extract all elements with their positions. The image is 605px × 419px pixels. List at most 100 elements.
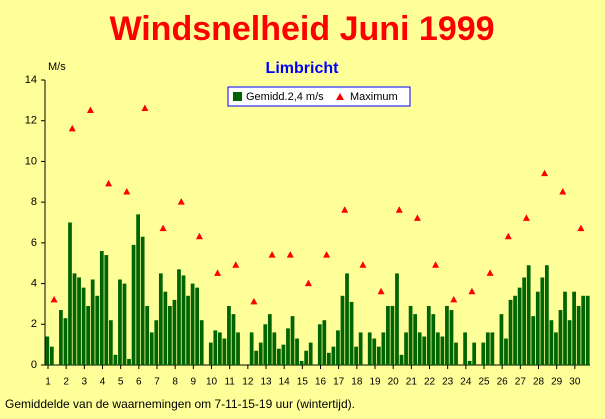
max-marker xyxy=(232,261,240,268)
x-tick-label: 14 xyxy=(279,377,291,388)
bar xyxy=(422,336,427,365)
bar xyxy=(467,360,472,365)
bar xyxy=(572,291,576,365)
bar xyxy=(526,265,531,365)
bar xyxy=(440,336,445,365)
max-marker xyxy=(195,232,203,240)
bar xyxy=(376,346,381,365)
bar xyxy=(77,277,81,365)
y-axis-label: M/s xyxy=(48,61,66,73)
bar xyxy=(567,320,572,365)
bar xyxy=(304,350,309,365)
y-tick-label: 4 xyxy=(31,277,37,289)
bar xyxy=(331,346,336,365)
bar xyxy=(431,314,436,365)
bar xyxy=(49,346,54,365)
bar xyxy=(72,273,77,365)
legend-swatch xyxy=(233,92,242,101)
max-marker xyxy=(504,232,512,240)
max-marker xyxy=(86,106,94,114)
x-tick-label: 10 xyxy=(206,377,218,388)
bar xyxy=(249,332,254,365)
bar xyxy=(122,283,127,365)
bar xyxy=(354,346,358,365)
x-tick-label: 12 xyxy=(242,377,254,388)
bar xyxy=(408,305,413,365)
x-tick-label: 8 xyxy=(172,377,178,388)
bar xyxy=(299,360,304,365)
max-marker xyxy=(250,297,258,305)
bar xyxy=(195,287,200,365)
bar xyxy=(168,305,172,365)
max-marker xyxy=(50,295,58,303)
x-tick-label: 23 xyxy=(442,377,454,388)
x-tick-label: 15 xyxy=(297,377,309,388)
bar xyxy=(227,305,231,365)
bar xyxy=(95,295,100,365)
max-marker xyxy=(123,187,131,195)
bar xyxy=(581,295,586,365)
bar xyxy=(59,310,63,365)
max-marker xyxy=(304,279,312,287)
bar xyxy=(118,279,122,365)
x-tick-label: 20 xyxy=(388,377,400,388)
bar xyxy=(395,273,399,365)
bar xyxy=(404,332,408,365)
bar xyxy=(472,342,477,365)
bar xyxy=(490,332,495,365)
max-marker xyxy=(450,295,458,303)
max-marker xyxy=(468,287,476,295)
x-tick-label: 18 xyxy=(351,377,363,388)
bar xyxy=(576,305,581,365)
x-tick-label: 3 xyxy=(82,377,88,388)
bar xyxy=(149,332,154,365)
bar xyxy=(336,330,340,365)
x-tick-label: 22 xyxy=(424,377,436,388)
legend-swatch xyxy=(336,93,344,100)
max-marker xyxy=(214,269,222,276)
footnote: Gemiddelde van de waarnemingen om 7-11-1… xyxy=(5,397,355,411)
x-tick-label: 28 xyxy=(533,377,545,388)
bar xyxy=(68,222,72,365)
bar xyxy=(508,299,513,365)
bar xyxy=(277,348,281,365)
bar xyxy=(417,332,422,365)
bar xyxy=(454,342,458,365)
x-tick-label: 7 xyxy=(154,377,160,388)
x-tick-label: 26 xyxy=(497,377,509,388)
bar xyxy=(517,287,522,365)
max-marker xyxy=(559,187,567,195)
x-tick-label: 11 xyxy=(224,377,235,388)
bar xyxy=(181,275,186,365)
x-tick-label: 6 xyxy=(136,377,142,388)
bar xyxy=(136,214,140,365)
max-marker xyxy=(377,287,385,295)
bar xyxy=(399,354,404,365)
legend-label: Gemidd.2,4 m/s xyxy=(246,91,324,103)
bar xyxy=(358,332,363,365)
bar xyxy=(190,283,195,365)
bar xyxy=(531,316,536,365)
max-marker xyxy=(359,261,367,268)
bar xyxy=(45,336,50,365)
x-tick-label: 25 xyxy=(478,377,490,388)
bar xyxy=(99,251,104,365)
max-marker xyxy=(341,206,349,213)
x-tick-label: 1 xyxy=(45,377,51,388)
bar xyxy=(426,305,431,365)
bar xyxy=(63,318,68,365)
bar xyxy=(544,265,549,365)
bar xyxy=(272,332,277,365)
x-tick-label: 19 xyxy=(369,377,381,388)
x-tick-label: 9 xyxy=(191,377,197,388)
bar xyxy=(504,338,508,365)
bar xyxy=(349,301,354,365)
bar xyxy=(445,305,449,365)
x-tick-label: 27 xyxy=(515,377,527,388)
bar xyxy=(140,236,145,365)
max-marker xyxy=(541,169,549,177)
bar xyxy=(86,305,91,365)
max-marker xyxy=(105,179,113,187)
max-marker xyxy=(159,224,167,232)
